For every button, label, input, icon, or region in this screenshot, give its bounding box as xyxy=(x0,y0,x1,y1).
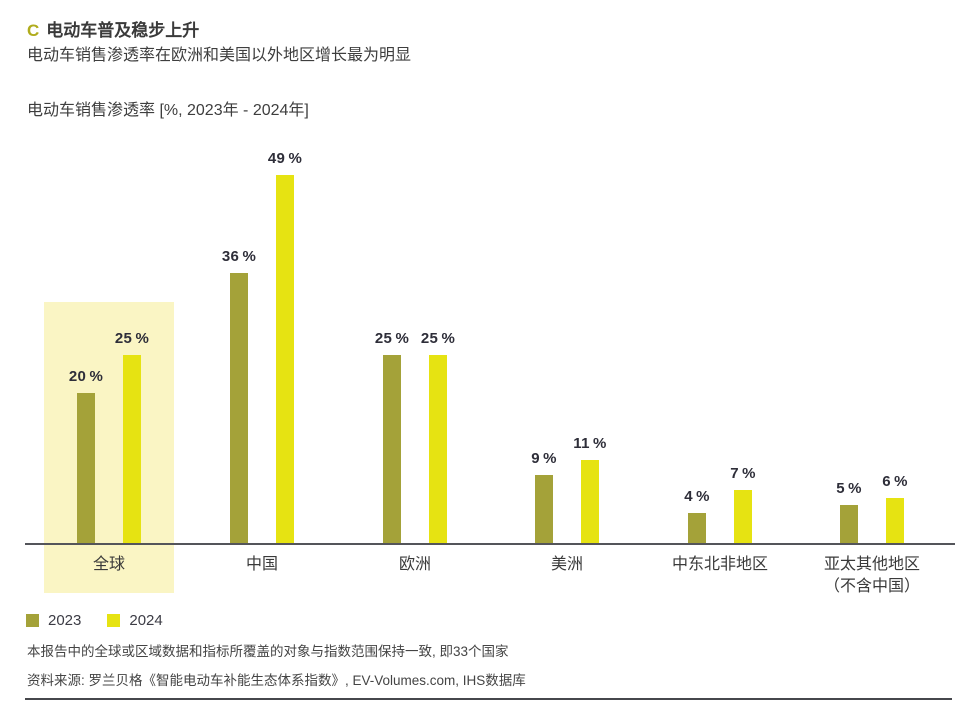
page-title: 电动车普及稳步上升 xyxy=(46,21,200,40)
legend-item-2024: 2024 xyxy=(107,612,163,629)
legend-swatch-2023 xyxy=(26,614,39,627)
legend-swatch-2024 xyxy=(107,614,121,627)
bar-2024 xyxy=(581,460,599,543)
figure-title-line: C 电动车普及稳步上升 xyxy=(27,16,199,41)
category-label: 全球 xyxy=(92,556,125,573)
category-label: 欧洲 xyxy=(398,556,431,573)
figure-marker: C xyxy=(27,21,40,40)
bar-value-label: 11 % xyxy=(573,435,607,452)
bar-value-label: 9 % xyxy=(531,450,557,467)
legend-item-2023: 2023 xyxy=(26,612,81,629)
category-label: 中东北非地区 xyxy=(671,556,768,573)
bar-value-label: 20 % xyxy=(68,368,104,385)
bar-2024 xyxy=(123,355,141,543)
bar-value-label: 5 % xyxy=(836,480,862,497)
bar-2024 xyxy=(276,175,294,543)
bar-2024 xyxy=(734,490,752,543)
bar-2023 xyxy=(688,513,706,543)
bar-value-label: 4 % xyxy=(684,488,710,505)
footnote-scope: 本报告中的全球或区域数据和指标所覆盖的对象与指数范围保持一致, 即33个国家 xyxy=(27,644,509,659)
legend-label-2023: 2023 xyxy=(48,612,82,629)
bar-2023 xyxy=(77,393,95,543)
bar-value-label: 25 % xyxy=(374,330,410,347)
bar-2023 xyxy=(535,475,553,543)
bar-value-label: 6 % xyxy=(882,473,908,490)
x-axis-line xyxy=(25,543,955,545)
bar-value-label: 7 % xyxy=(730,465,756,482)
category-label: 亚太其他地区 （不含中国） xyxy=(823,556,920,595)
bar-value-label: 49 % xyxy=(267,150,303,167)
figure-subtitle: 电动车销售渗透率在欧洲和美国以外地区增长最为明显 xyxy=(27,47,412,64)
bar-value-label: 25 % xyxy=(114,330,150,347)
chart-axis-title: 电动车销售渗透率 [%, 2023年 - 2024年] xyxy=(27,102,309,119)
category-label: 美洲 xyxy=(550,556,583,573)
chart-legend: 2023 2024 xyxy=(26,612,189,629)
bar-value-label: 25 % xyxy=(420,330,456,347)
bar-2024 xyxy=(429,355,447,543)
bar-2024 xyxy=(886,498,904,543)
bar-value-label: 36 % xyxy=(221,248,257,265)
bar-2023 xyxy=(383,355,401,543)
category-label: 中国 xyxy=(245,556,278,573)
footnote-source: 资料来源: 罗兰贝格《智能电动车补能生态体系指数》, EV-Volumes.co… xyxy=(27,673,526,688)
bar-2023 xyxy=(230,273,248,543)
bottom-divider xyxy=(25,698,952,700)
bar-2023 xyxy=(840,505,858,543)
legend-label-2024: 2024 xyxy=(129,612,163,629)
